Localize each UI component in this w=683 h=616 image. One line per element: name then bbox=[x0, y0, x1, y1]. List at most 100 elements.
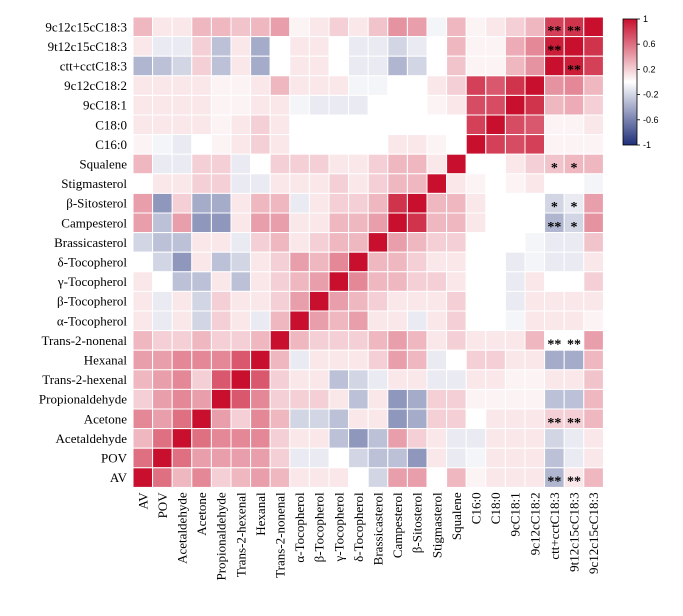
heatmap-cell bbox=[230, 467, 252, 488]
heatmap-cell bbox=[465, 232, 487, 253]
row-label: α-Tocopherol bbox=[57, 313, 128, 328]
heatmap-cell bbox=[269, 94, 291, 116]
heatmap-cell bbox=[524, 94, 546, 116]
heatmap-cell bbox=[485, 447, 506, 469]
heatmap-cell bbox=[171, 75, 193, 96]
heatmap-cell bbox=[524, 428, 546, 449]
row-label: Squalene bbox=[79, 157, 127, 172]
heatmap-cell bbox=[250, 447, 271, 469]
row-label: γ-Tocopherol bbox=[57, 274, 127, 289]
heatmap-cell bbox=[504, 134, 526, 155]
heatmap-cell bbox=[544, 114, 565, 136]
heatmap-cell bbox=[504, 75, 526, 96]
heatmap-cell bbox=[269, 330, 291, 351]
heatmap-cell bbox=[426, 55, 448, 77]
column-label: Trans-2-hexenal bbox=[233, 492, 248, 577]
heatmap-cell bbox=[406, 55, 428, 77]
heatmap-cell bbox=[152, 467, 173, 488]
heatmap-cell bbox=[485, 330, 506, 351]
heatmap-cell bbox=[269, 369, 291, 390]
heatmap-cell bbox=[524, 55, 546, 77]
heatmap-cell bbox=[544, 55, 565, 77]
heatmap-cell bbox=[250, 271, 271, 292]
heatmap-cell bbox=[250, 310, 271, 332]
significance-marker: * bbox=[571, 200, 578, 215]
row-label: Stigmasterol bbox=[61, 176, 127, 191]
heatmap-cell bbox=[367, 408, 389, 430]
heatmap-cell bbox=[210, 232, 232, 253]
heatmap-cell bbox=[289, 251, 310, 273]
heatmap-cell bbox=[524, 408, 546, 430]
heatmap-cell bbox=[230, 408, 252, 430]
heatmap-cell bbox=[289, 428, 310, 449]
colorbar-tick-label: 1 bbox=[643, 14, 648, 24]
heatmap-cell bbox=[387, 212, 408, 234]
heatmap-cell bbox=[132, 310, 154, 332]
heatmap-cell bbox=[426, 271, 448, 292]
heatmap-cell bbox=[348, 114, 369, 136]
heatmap-cell bbox=[348, 153, 369, 175]
heatmap-cell bbox=[308, 271, 330, 292]
heatmap-cell bbox=[250, 16, 271, 38]
heatmap-cell bbox=[308, 290, 330, 312]
heatmap-cell bbox=[328, 290, 350, 312]
heatmap-cell bbox=[269, 232, 291, 253]
heatmap-cell bbox=[406, 114, 428, 136]
heatmap-cell bbox=[171, 55, 193, 77]
heatmap-cell bbox=[308, 251, 330, 273]
heatmap-cell bbox=[250, 232, 271, 253]
heatmap-cell bbox=[504, 330, 526, 351]
heatmap-cell bbox=[171, 16, 193, 38]
heatmap-cell bbox=[524, 134, 546, 155]
heatmap-cell bbox=[250, 388, 271, 410]
heatmap-cell bbox=[230, 428, 252, 449]
heatmap-cell bbox=[308, 134, 330, 155]
heatmap-cell bbox=[563, 349, 585, 371]
heatmap-cell bbox=[152, 153, 173, 175]
heatmap-cell bbox=[132, 94, 154, 116]
heatmap-cell bbox=[426, 408, 448, 430]
heatmap-cell bbox=[583, 408, 604, 430]
significance-marker: ** bbox=[547, 416, 561, 431]
heatmap-cell bbox=[191, 290, 212, 312]
heatmap-cell bbox=[269, 290, 291, 312]
heatmap-cell bbox=[563, 75, 585, 96]
row-label: Acetaldehyde bbox=[56, 431, 128, 446]
heatmap-cell bbox=[446, 75, 467, 96]
heatmap-cell bbox=[524, 212, 546, 234]
heatmap-cell bbox=[308, 388, 330, 410]
heatmap-cell bbox=[250, 134, 271, 155]
heatmap-cell bbox=[406, 271, 428, 292]
heatmap-cell bbox=[152, 36, 173, 57]
heatmap-cell bbox=[504, 55, 526, 77]
heatmap-cell bbox=[269, 153, 291, 175]
heatmap-cell bbox=[132, 330, 154, 351]
heatmap-cell bbox=[191, 55, 212, 77]
heatmap-cell bbox=[328, 134, 350, 155]
heatmap-cell bbox=[250, 75, 271, 96]
significance-marker: ** bbox=[567, 337, 581, 352]
heatmap-cell bbox=[563, 134, 585, 155]
heatmap-cell bbox=[191, 388, 212, 410]
heatmap-cell bbox=[524, 330, 546, 351]
heatmap-cell bbox=[504, 114, 526, 136]
heatmap-cell bbox=[426, 330, 448, 351]
heatmap-cell bbox=[583, 173, 604, 194]
heatmap-cell bbox=[308, 212, 330, 234]
heatmap-cell bbox=[406, 16, 428, 38]
heatmap-cell bbox=[328, 369, 350, 390]
heatmap-cell bbox=[308, 310, 330, 332]
heatmap-cell bbox=[504, 232, 526, 253]
heatmap-cell bbox=[367, 212, 389, 234]
significance-marker: ** bbox=[547, 24, 561, 39]
heatmap-cell bbox=[524, 447, 546, 469]
heatmap-cell bbox=[524, 16, 546, 38]
heatmap-cell bbox=[191, 428, 212, 449]
heatmap-cell bbox=[348, 388, 369, 410]
heatmap-cell bbox=[504, 36, 526, 57]
column-label: AV bbox=[135, 492, 150, 510]
heatmap-cell bbox=[446, 251, 467, 273]
heatmap-cell bbox=[289, 330, 310, 351]
heatmap-cell bbox=[269, 310, 291, 332]
heatmap-cell bbox=[504, 271, 526, 292]
